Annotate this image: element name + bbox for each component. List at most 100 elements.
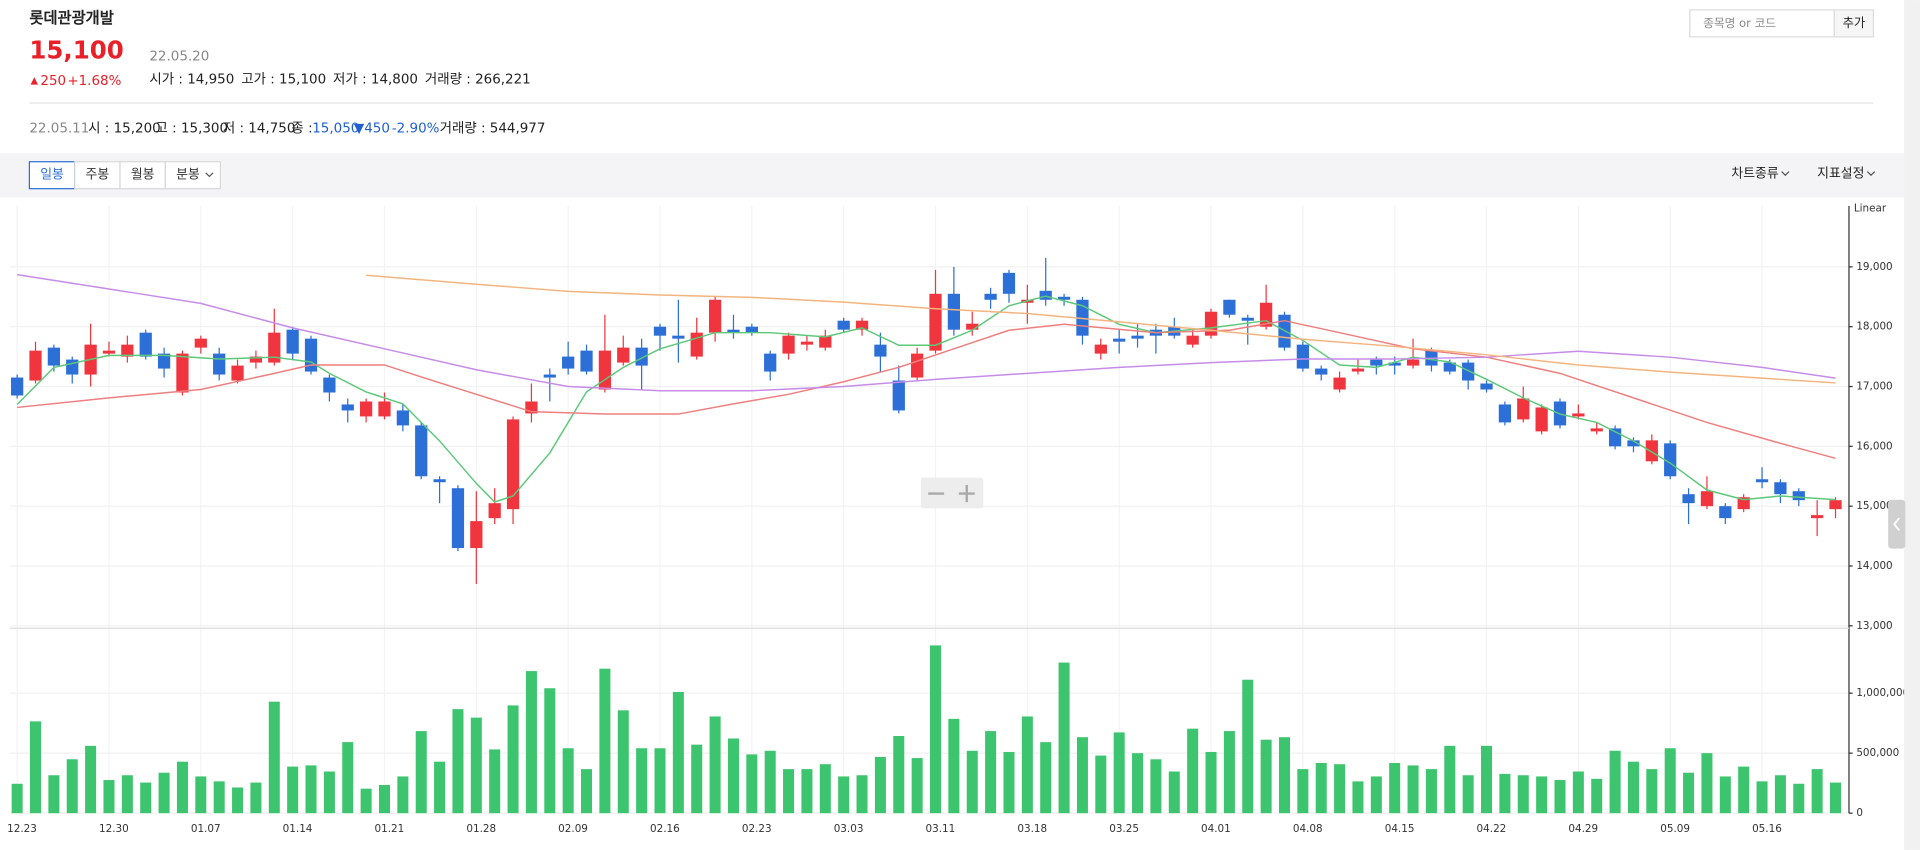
volume-bar (66, 759, 78, 814)
candle-body (1645, 440, 1658, 462)
y-tick-label: 18,000 (1856, 321, 1892, 333)
candle-body (1627, 440, 1640, 447)
volume-bar (140, 782, 152, 814)
plot: 12.23 12.30 01.07 01.14 01.21 01.28 02.09 02.16… (7, 205, 1909, 835)
candle-body (451, 488, 465, 549)
volume: 거래량 : 266,221 (425, 72, 531, 88)
volume-bar (507, 705, 519, 814)
y-tick-label: 1,000,000 (1856, 687, 1909, 699)
volume-bar (268, 701, 280, 814)
volume-bar (1756, 781, 1768, 814)
volume-bar (874, 756, 886, 814)
period-tab[interactable] (119, 161, 166, 190)
volume-bar (1646, 769, 1658, 814)
volume-bar (1774, 775, 1786, 814)
candle-body (543, 374, 556, 378)
detail-low: 저 : 14,750 (223, 121, 296, 137)
volume-bar (1664, 748, 1676, 814)
volume-bar (434, 761, 446, 814)
volume-bar (1260, 739, 1272, 814)
high-price: 고가 : 15,100 (241, 72, 326, 88)
candle-body (213, 353, 226, 375)
up-arrow (30, 77, 38, 85)
period-tab[interactable] (28, 161, 76, 190)
candle-body (102, 350, 116, 354)
candle-body (562, 356, 575, 369)
volume-bar (85, 745, 97, 814)
volume-bar (1591, 778, 1603, 814)
chevron (205, 172, 214, 178)
volume-bar (672, 691, 684, 814)
x-tick-label: 03.03 (834, 823, 864, 835)
candle-body (1388, 362, 1401, 366)
volume-bar (930, 645, 942, 814)
candle-body (488, 503, 501, 519)
chart-type-menu[interactable]: 차트종류 (1731, 166, 1778, 181)
period-tab[interactable] (164, 161, 222, 190)
chevron (1866, 171, 1876, 177)
x-tick-label: 05.09 (1660, 823, 1690, 835)
candle-body (1131, 335, 1144, 339)
volume-bar (1187, 728, 1199, 814)
candle-body (1370, 359, 1383, 366)
y-tick-label: 16,000 (1856, 440, 1892, 452)
volume-bar (1830, 782, 1842, 814)
volume-bar (360, 788, 372, 814)
moving-average-line (17, 319, 1836, 460)
candle-body (1664, 443, 1677, 477)
volume-bar (452, 709, 464, 814)
candle-body (929, 293, 942, 351)
volume-bar (838, 776, 850, 814)
add-button[interactable] (1833, 9, 1875, 38)
x-tick-label: 04.08 (1293, 823, 1323, 835)
volume-bar (617, 710, 629, 814)
detail-change-pct: -2.90% (392, 122, 440, 137)
candle-body (672, 335, 685, 339)
candle-body (1572, 413, 1585, 417)
volume-bar (1334, 764, 1346, 814)
volume-bar (1278, 737, 1290, 814)
volume-bar (1076, 737, 1088, 814)
candle-body (1462, 362, 1475, 381)
candle-body (29, 350, 42, 381)
chevron (1781, 171, 1790, 177)
side-toggle-icon (1893, 517, 1900, 531)
side-toggle[interactable] (1888, 499, 1906, 549)
candle-body (121, 344, 134, 357)
y-tick-label: 15,000 (1856, 500, 1892, 512)
volume-bar (893, 736, 905, 814)
candle-body (1002, 272, 1016, 294)
x-tick-label: 12.23 (7, 823, 37, 835)
search-input[interactable] (1689, 9, 1835, 38)
candle-body (1039, 290, 1052, 300)
volume-bar (1095, 755, 1107, 814)
candle-body (1737, 497, 1750, 510)
toolbar (0, 153, 1905, 198)
detail-close-label: 종 : (291, 122, 312, 137)
volume-bar (470, 717, 482, 814)
candle-body (1498, 404, 1512, 423)
candle-body (966, 323, 979, 330)
volume-bar (544, 688, 556, 814)
candle-body (911, 353, 924, 378)
volume-bar (636, 748, 648, 814)
open-price: 시가 : 14,950 (149, 72, 234, 88)
candle-body (433, 479, 446, 483)
indicator-menu[interactable]: 지표설정 (1817, 166, 1864, 181)
volume-bar (305, 765, 317, 814)
volume-bar (397, 776, 409, 814)
y-tick-label: 19,000 (1856, 261, 1892, 273)
candle-body (1296, 344, 1309, 369)
volume-bar (1315, 763, 1327, 814)
candle-body (1443, 362, 1456, 372)
moving-average-line (366, 274, 1836, 384)
volume-bar (1738, 766, 1750, 814)
candle-body (855, 320, 869, 330)
candle-body (1204, 311, 1218, 336)
x-tick-label: 01.14 (283, 823, 313, 835)
x-tick-label: 01.21 (375, 823, 405, 835)
x-tick-label: 05.16 (1752, 823, 1782, 835)
candle-body (1333, 377, 1346, 390)
volume-bar (1701, 753, 1713, 814)
